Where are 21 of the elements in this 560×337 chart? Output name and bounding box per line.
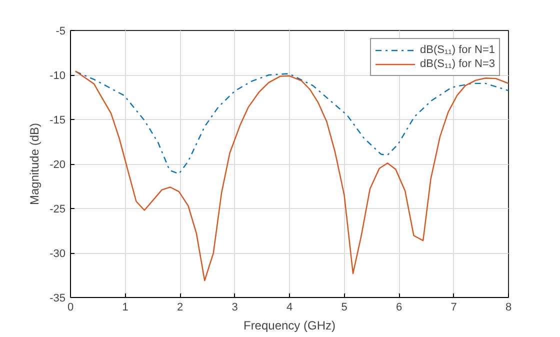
y-tick-label: -35 — [50, 292, 66, 304]
x-axis-title: Frequency (GHz) — [243, 318, 336, 332]
y-tick-label: -15 — [50, 114, 66, 126]
x-tick-label: 1 — [122, 302, 128, 314]
y-axis-title: Magnitude (dB) — [28, 122, 42, 206]
x-tick-label: 0 — [67, 302, 74, 314]
y-tick-label: -10 — [50, 70, 66, 82]
line-series — [74, 70, 508, 282]
x-tick-label: 5 — [341, 302, 348, 314]
legend-label: dB(S₁₁) for N=3 — [420, 57, 495, 71]
x-tick-label: 8 — [505, 302, 512, 314]
x-tick-label: 2 — [176, 302, 184, 314]
y-tick-label: -5 — [56, 26, 66, 38]
legend-label: dB(S₁₁) for N=1 — [420, 43, 495, 57]
x-tick-label: 3 — [232, 302, 238, 314]
y-tick-label: -20 — [50, 159, 66, 171]
x-tick-label: 6 — [396, 302, 402, 314]
x-tick-label: 4 — [286, 302, 293, 314]
y-tick-label: -30 — [50, 248, 66, 260]
y-tick-label: -25 — [50, 204, 66, 216]
x-tick-label: 7 — [450, 302, 457, 314]
